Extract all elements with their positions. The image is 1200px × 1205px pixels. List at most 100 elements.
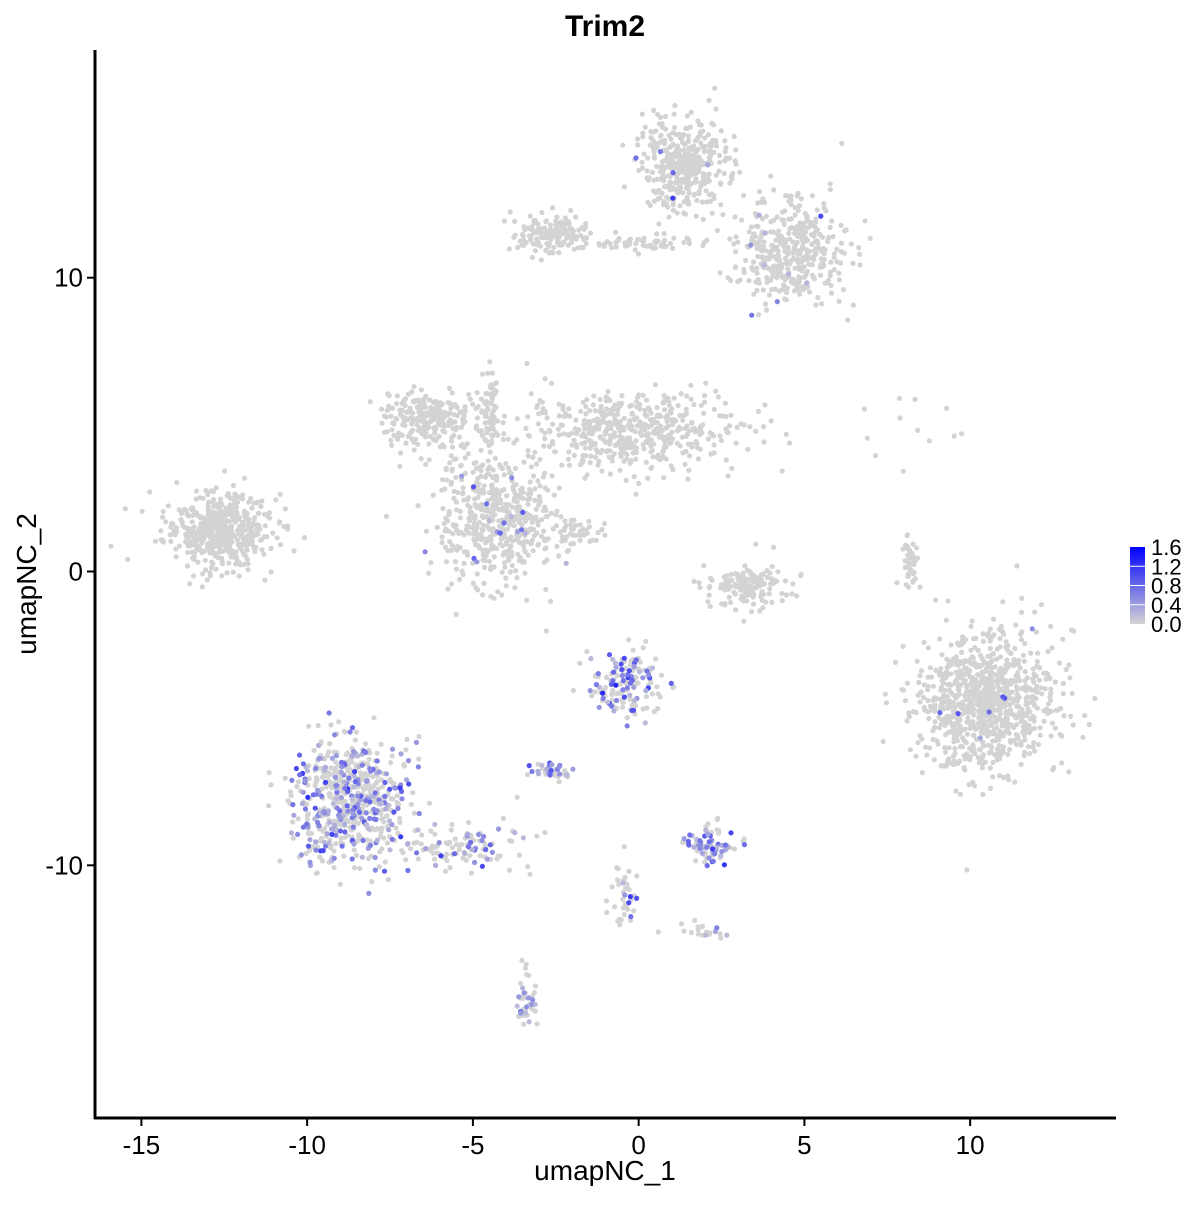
data-point	[954, 693, 960, 700]
data-point	[478, 502, 484, 508]
data-point	[430, 492, 436, 498]
data-point	[761, 439, 767, 445]
data-point	[862, 218, 868, 224]
data-point	[266, 770, 272, 776]
data-point	[653, 420, 659, 426]
data-point	[614, 877, 621, 883]
data-point	[457, 508, 463, 514]
data-point	[558, 219, 564, 225]
data-point	[592, 454, 599, 460]
data-point	[979, 719, 985, 725]
data-point	[894, 580, 900, 586]
data-point	[809, 241, 815, 247]
data-point	[379, 784, 385, 790]
data-point	[321, 808, 327, 815]
data-point	[353, 852, 360, 859]
data-point	[629, 411, 636, 417]
data-point	[987, 626, 993, 632]
data-point	[611, 708, 617, 714]
data-point	[383, 414, 389, 420]
data-point	[595, 530, 601, 536]
data-point	[329, 755, 335, 761]
data-point	[603, 406, 610, 412]
data-point	[538, 427, 545, 433]
data-point	[355, 753, 361, 759]
data-point	[397, 785, 403, 791]
data-point	[692, 429, 699, 435]
data-point	[1025, 709, 1031, 716]
data-point	[740, 570, 746, 577]
data-point	[626, 668, 633, 674]
data-point	[486, 558, 493, 564]
data-point	[977, 735, 983, 741]
data-point	[259, 498, 265, 504]
data-point	[581, 236, 587, 242]
data-point	[904, 718, 910, 724]
data-point	[528, 541, 534, 547]
data-point	[470, 580, 476, 586]
data-point	[928, 674, 935, 680]
data-point	[651, 177, 657, 183]
data-point	[343, 752, 349, 758]
data-point	[815, 245, 821, 251]
data-point	[728, 572, 734, 578]
data-point	[620, 142, 626, 148]
data-point	[489, 410, 495, 416]
data-point	[160, 514, 166, 520]
data-point	[486, 490, 493, 496]
data-point	[394, 793, 400, 799]
data-point	[864, 435, 870, 441]
data-point	[461, 850, 468, 856]
data-point	[562, 768, 568, 774]
data-point	[487, 359, 493, 365]
data-point	[383, 513, 389, 520]
data-point	[694, 197, 700, 204]
data-point	[655, 452, 661, 458]
data-point	[457, 515, 463, 521]
data-point	[654, 144, 660, 150]
data-point	[700, 243, 706, 249]
data-point	[699, 430, 705, 436]
data-point	[642, 411, 648, 417]
data-point	[186, 513, 192, 519]
data-point	[656, 430, 662, 436]
data-point	[492, 380, 498, 387]
data-point	[766, 255, 772, 261]
data-point	[994, 757, 1000, 763]
data-point	[147, 489, 153, 495]
data-point	[968, 647, 974, 653]
data-point	[795, 265, 802, 271]
data-point	[489, 424, 495, 430]
data-point	[547, 429, 553, 435]
data-point	[525, 501, 531, 507]
data-point	[481, 833, 487, 840]
data-point	[1053, 707, 1059, 714]
data-point	[415, 428, 421, 434]
data-point	[543, 514, 549, 520]
data-point	[580, 431, 586, 437]
data-point	[811, 256, 817, 263]
data-point	[451, 488, 457, 494]
data-point	[830, 234, 836, 240]
data-point	[596, 242, 603, 248]
data-point	[577, 660, 583, 666]
data-point	[980, 791, 986, 798]
data-point	[241, 508, 248, 514]
data-point	[705, 162, 711, 168]
data-point	[439, 416, 445, 422]
data-point	[713, 106, 719, 112]
data-point	[583, 411, 589, 417]
data-point	[453, 566, 460, 572]
data-point	[915, 555, 921, 561]
data-point	[262, 511, 268, 517]
data-point	[556, 485, 562, 491]
data-point	[351, 784, 357, 790]
data-point	[196, 513, 202, 519]
data-point	[415, 418, 421, 424]
data-point	[316, 756, 322, 762]
data-point	[615, 690, 621, 696]
data-point	[691, 578, 697, 585]
data-point	[686, 190, 692, 196]
data-point	[204, 541, 211, 547]
data-point	[388, 437, 394, 443]
